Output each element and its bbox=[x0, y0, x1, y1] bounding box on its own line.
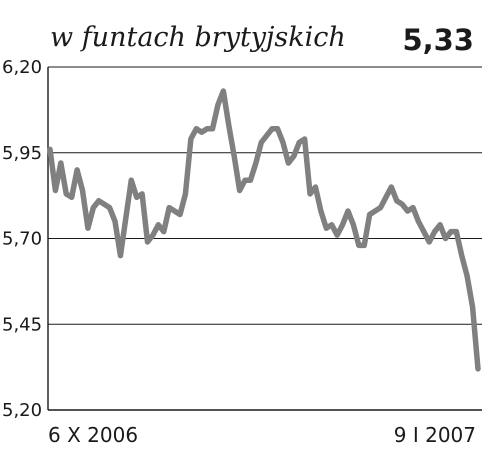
series-line bbox=[47, 88, 481, 372]
x-tick-label: 9 I 2007 bbox=[394, 423, 476, 447]
y-tick-label: 5,70 bbox=[2, 229, 42, 250]
chart-subtitle: w funtach brytyjskich bbox=[50, 22, 346, 53]
y-tick-label: 5,20 bbox=[2, 400, 42, 421]
current-value: 5,33 bbox=[402, 23, 474, 57]
y-tick-label: 6,20 bbox=[2, 57, 42, 78]
y-axis-ticks: 5,20 5,45 5,70 5,95 6,20 bbox=[2, 57, 42, 421]
y-tick-label: 5,45 bbox=[2, 314, 42, 335]
x-tick-label: 6 X 2006 bbox=[48, 423, 138, 447]
y-tick-label: 5,95 bbox=[2, 143, 42, 164]
x-axis-ticks: 6 X 2006 9 I 2007 bbox=[48, 423, 476, 447]
grid-lines bbox=[47, 66, 482, 411]
